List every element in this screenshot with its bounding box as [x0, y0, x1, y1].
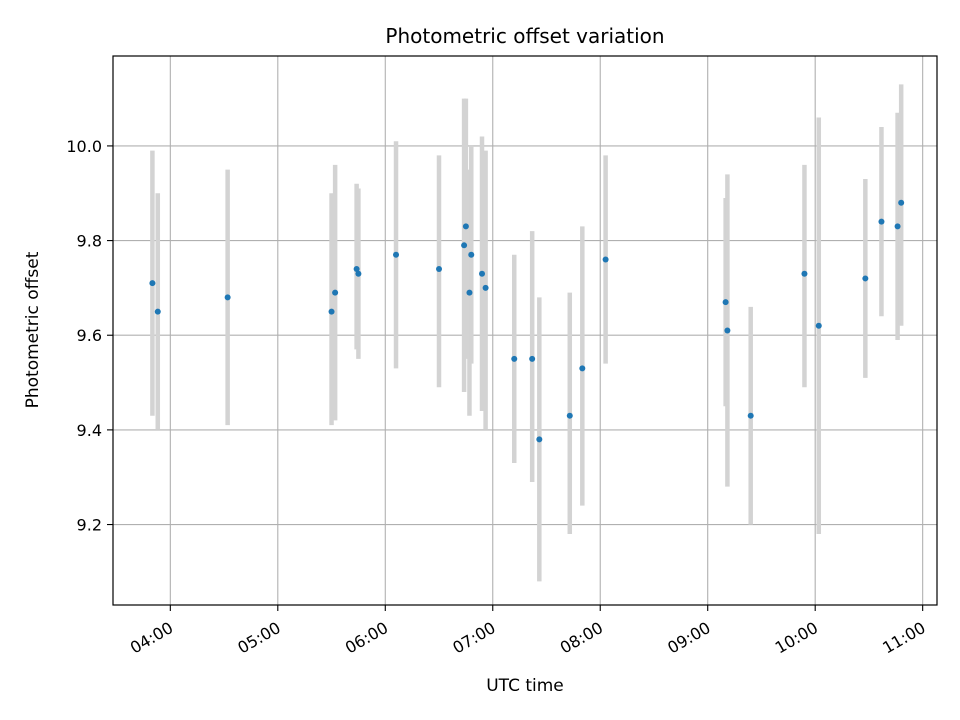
data-point	[149, 280, 156, 287]
data-point	[529, 355, 536, 362]
data-point	[579, 365, 586, 372]
plot-frame	[112, 55, 938, 606]
data-point	[747, 412, 754, 419]
y-tick-label: 9.2	[77, 516, 102, 535]
data-point	[462, 223, 469, 230]
y-tick-label: 9.4	[77, 421, 102, 440]
data-point	[328, 308, 335, 315]
data-point	[224, 294, 231, 301]
data-point	[862, 275, 869, 282]
x-axis-label: UTC time	[486, 676, 564, 696]
data-point	[722, 299, 729, 306]
data-point	[511, 355, 518, 362]
data-point	[566, 412, 573, 419]
data-point	[815, 322, 822, 329]
y-axis-ticks: 9.2 9.4 9.6 9.8 10.0	[66, 137, 113, 535]
data-point	[894, 223, 901, 230]
data-point	[355, 270, 362, 277]
data-point	[479, 270, 486, 277]
data-point	[724, 327, 731, 334]
data-point	[878, 218, 885, 225]
data-point	[482, 284, 489, 291]
y-axis-label: Photometric offset	[23, 251, 43, 408]
y-tick-label: 10.0	[66, 137, 102, 156]
y-tick-label: 9.8	[77, 232, 102, 251]
data-point	[332, 289, 339, 296]
y-tick-label: 9.6	[77, 326, 102, 345]
grid-lines	[113, 56, 937, 605]
data-points	[149, 199, 905, 443]
chart-title: Photometric offset variation	[385, 24, 664, 48]
data-point	[536, 436, 543, 443]
data-point	[436, 265, 443, 272]
data-point	[461, 242, 468, 249]
data-point	[898, 199, 905, 206]
data-point	[393, 251, 400, 258]
data-point	[468, 251, 475, 258]
data-point	[801, 270, 808, 277]
data-point	[602, 256, 609, 263]
data-point	[466, 289, 473, 296]
data-point	[353, 265, 360, 272]
data-point	[154, 308, 161, 315]
